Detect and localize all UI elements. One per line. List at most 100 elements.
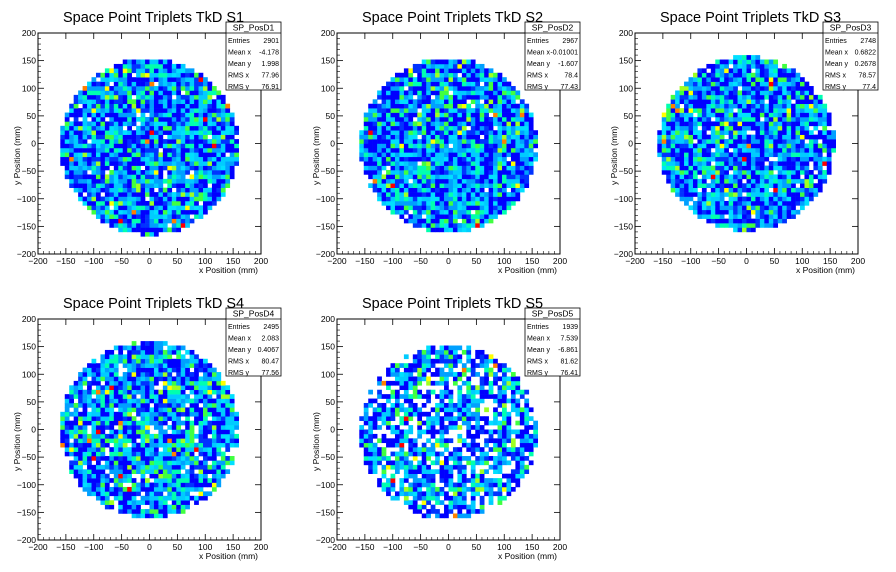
heatmap-cell <box>764 165 770 171</box>
heatmap-cell <box>198 363 204 368</box>
heatmap-cell <box>372 99 378 105</box>
heatmap-cell <box>661 170 667 175</box>
heatmap-cell <box>171 152 177 158</box>
heatmap-cell <box>198 99 204 105</box>
heatmap-cell <box>479 130 485 135</box>
heatmap-cell <box>149 209 155 215</box>
heatmap-cell <box>131 478 137 483</box>
heatmap-cell <box>679 116 685 122</box>
heatmap-cell <box>158 469 164 474</box>
heatmap-cell <box>733 63 738 69</box>
heatmap-cell <box>109 99 115 105</box>
heatmap-cell <box>78 411 83 417</box>
heatmap-cell <box>95 125 101 131</box>
heatmap-cell <box>430 209 436 215</box>
heatmap-cell <box>710 68 716 74</box>
heatmap-cell <box>737 156 743 162</box>
heatmap-cell <box>158 103 164 109</box>
heatmap-cell <box>519 187 525 193</box>
heatmap-cell <box>421 192 427 197</box>
heatmap-cell <box>777 187 783 193</box>
heatmap-cell <box>417 165 423 171</box>
heatmap-cell <box>506 170 512 175</box>
heatmap-cell <box>470 205 476 211</box>
heatmap-cell <box>73 380 79 386</box>
heatmap-cell <box>194 103 199 109</box>
heatmap-cell <box>211 139 217 144</box>
heatmap-cell <box>127 363 132 368</box>
heatmap-cell <box>136 59 141 65</box>
heatmap-cell <box>118 223 124 228</box>
heatmap-cell <box>153 411 159 417</box>
heatmap-cell <box>746 134 752 140</box>
heatmap-cell <box>706 165 712 171</box>
heatmap-cell <box>679 130 685 135</box>
heatmap-cell <box>149 380 155 386</box>
heatmap-cell <box>95 380 101 386</box>
heatmap-cell <box>679 174 685 180</box>
heatmap-cell <box>100 411 106 417</box>
heatmap-cell <box>167 125 173 131</box>
heatmap-cell <box>777 143 783 149</box>
heatmap-cell <box>162 112 168 118</box>
heatmap-cell <box>666 165 671 171</box>
heatmap-cell <box>750 81 756 87</box>
heatmap-cell <box>104 99 110 105</box>
heatmap-cell <box>64 134 70 140</box>
heatmap-cell <box>679 156 685 162</box>
heatmap-cell <box>457 108 463 113</box>
y-tick-label: −150 <box>17 221 36 231</box>
heatmap-cell <box>118 504 124 510</box>
heatmap-cell <box>435 227 440 233</box>
heatmap-cell <box>675 108 680 113</box>
heatmap-cell <box>701 121 707 127</box>
heatmap-cell <box>104 425 110 430</box>
heatmap-cell <box>171 178 177 184</box>
heatmap-cell <box>697 156 703 162</box>
heatmap-cell <box>706 214 712 219</box>
heatmap-cell <box>782 134 787 140</box>
heatmap-cell <box>488 161 494 166</box>
heatmap-cell <box>73 407 79 413</box>
heatmap-cell <box>162 187 168 193</box>
heatmap-cell <box>104 482 110 488</box>
heatmap-cell <box>728 209 734 215</box>
heatmap-cell <box>167 187 173 193</box>
heatmap-cell <box>109 170 115 175</box>
heatmap-cell <box>131 491 137 497</box>
heatmap-cell <box>822 156 828 162</box>
heatmap-cell <box>746 63 752 69</box>
heatmap-cell <box>87 103 92 109</box>
heatmap-cell <box>100 358 106 364</box>
heatmap-cell <box>64 402 70 408</box>
heatmap-cell <box>118 99 124 105</box>
heatmap-cell <box>746 77 752 82</box>
heatmap-cell <box>211 187 217 193</box>
heatmap-cell <box>180 398 186 404</box>
heatmap-cell <box>194 116 199 122</box>
heatmap-cell <box>136 170 141 175</box>
heatmap-cell <box>759 174 765 180</box>
heatmap-cell <box>220 108 226 113</box>
heatmap-cell <box>444 205 449 211</box>
heatmap-cell <box>118 345 124 351</box>
heatmap-cell <box>728 192 734 197</box>
heatmap-cell <box>755 90 761 96</box>
heatmap-cell <box>661 112 667 118</box>
heatmap-cell <box>737 152 743 158</box>
heatmap-cell <box>800 121 805 127</box>
heatmap-cell <box>153 402 159 408</box>
heatmap-cell <box>171 509 177 514</box>
heatmap-cell <box>145 178 150 184</box>
heatmap-cell <box>764 156 770 162</box>
heatmap-cell <box>733 116 738 122</box>
heatmap-cell <box>808 116 814 122</box>
heatmap-cell <box>198 491 204 497</box>
heatmap-cell <box>466 112 472 118</box>
heatmap-cell <box>140 218 146 224</box>
heatmap-cell <box>118 218 124 224</box>
heatmap-cell <box>153 469 159 474</box>
heatmap-cell <box>759 183 765 188</box>
heatmap-cell <box>167 363 173 368</box>
heatmap-cell <box>82 112 88 118</box>
